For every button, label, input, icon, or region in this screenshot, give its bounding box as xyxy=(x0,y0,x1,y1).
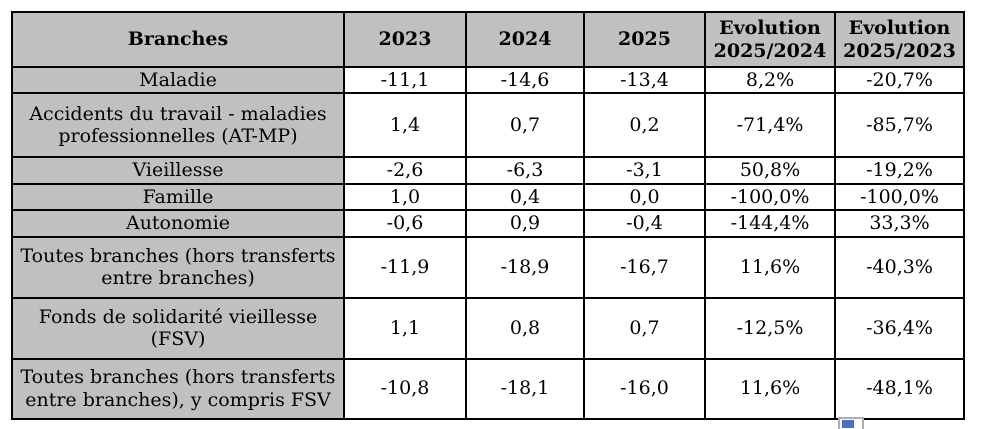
value-2025-cell: -0,4 xyxy=(583,209,706,238)
table-row-fsv: Fonds de solidarité vieillesse (FSV) 1,1… xyxy=(11,296,965,360)
table-row-toutes-branches-fsv: Toutes branches (hors transferts entre b… xyxy=(11,357,965,420)
evolution-2025-2023-cell: -85,7% xyxy=(834,92,965,159)
branch-cell: Vieillesse xyxy=(11,156,345,185)
value-2024-cell: -14,6 xyxy=(465,65,585,95)
branch-cell: Autonomie xyxy=(11,209,345,238)
branch-cell: Fonds de solidarité vieillesse (FSV) xyxy=(11,296,345,360)
evolution-2025-2023-cell: -20,7% xyxy=(834,65,965,95)
image-placeholder-blue-chip xyxy=(842,420,854,428)
col-header-evolution-2025-2023: Evolution 2025/2023 xyxy=(834,11,965,68)
col-header-evolution-2025-2024: Evolution 2025/2024 xyxy=(704,11,836,68)
value-2024-cell: -18,1 xyxy=(465,357,585,420)
value-2025-cell: -16,7 xyxy=(583,235,706,299)
branch-cell: Famille xyxy=(11,182,345,212)
value-2025-cell: -13,4 xyxy=(583,65,706,95)
evolution-2025-2024-line1: Evolution xyxy=(719,17,821,40)
table-row-toutes-branches: Toutes branches (hors transferts entre b… xyxy=(11,235,965,299)
value-2023-cell: -0,6 xyxy=(343,209,467,238)
evolution-2025-2023-line2: 2025/2023 xyxy=(843,39,956,62)
value-2024-cell: -6,3 xyxy=(465,156,585,185)
branch-cell: Toutes branches (hors transferts entre b… xyxy=(11,235,345,299)
deficit-table: Branches 2023 2024 2025 Evolution 2025/2… xyxy=(11,11,965,420)
value-2023-cell: 1,0 xyxy=(343,182,467,212)
table-row-at-mp: Accidents du travail - maladies professi… xyxy=(11,92,965,159)
evolution-2025-2024-cell: 11,6% xyxy=(704,235,836,299)
evolution-2025-2023-cell: -40,3% xyxy=(834,235,965,299)
evolution-2025-2024-cell: -144,4% xyxy=(704,209,836,238)
table-row-autonomie: Autonomie -0,6 0,9 -0,4 -144,4% 33,3% xyxy=(11,209,965,238)
branch-cell: Maladie xyxy=(11,65,345,95)
evolution-2025-2024-cell: 11,6% xyxy=(704,357,836,420)
evolution-2025-2023-cell: -48,1% xyxy=(834,357,965,420)
value-2023-cell: -10,8 xyxy=(343,357,467,420)
evolution-2025-2024-cell: 8,2% xyxy=(704,65,836,95)
value-2024-cell: 0,4 xyxy=(465,182,585,212)
value-2023-cell: 1,4 xyxy=(343,92,467,159)
evolution-2025-2024-cell: 50,8% xyxy=(704,156,836,185)
table-row-maladie: Maladie -11,1 -14,6 -13,4 8,2% -20,7% xyxy=(11,65,965,95)
evolution-2025-2024-cell: -12,5% xyxy=(704,296,836,360)
value-2023-cell: -11,1 xyxy=(343,65,467,95)
value-2023-cell: 1,1 xyxy=(343,296,467,360)
evolution-2025-2023-line1: Evolution xyxy=(848,17,951,40)
evolution-2025-2023-cell: -19,2% xyxy=(834,156,965,185)
value-2025-cell: -16,0 xyxy=(583,357,706,420)
col-header-2023: 2023 xyxy=(343,11,467,68)
evolution-2025-2023-cell: -100,0% xyxy=(834,182,965,212)
table-header-row: Branches 2023 2024 2025 Evolution 2025/2… xyxy=(11,11,965,68)
col-header-branches: Branches xyxy=(11,11,345,68)
col-header-2024: 2024 xyxy=(465,11,585,68)
value-2025-cell: 0,0 xyxy=(583,182,706,212)
value-2023-cell: -2,6 xyxy=(343,156,467,185)
branch-cell: Accidents du travail - maladies professi… xyxy=(11,92,345,159)
branch-cell: Toutes branches (hors transferts entre b… xyxy=(11,357,345,420)
value-2024-cell: 0,7 xyxy=(465,92,585,159)
image-placeholder-icon[interactable] xyxy=(838,417,864,429)
evolution-2025-2023-cell: -36,4% xyxy=(834,296,965,360)
table-row-vieillesse: Vieillesse -2,6 -6,3 -3,1 50,8% -19,2% xyxy=(11,156,965,185)
value-2025-cell: -3,1 xyxy=(583,156,706,185)
evolution-2025-2024-cell: -71,4% xyxy=(704,92,836,159)
col-header-2025: 2025 xyxy=(583,11,706,68)
value-2025-cell: 0,2 xyxy=(583,92,706,159)
value-2024-cell: -18,9 xyxy=(465,235,585,299)
table-row-famille: Famille 1,0 0,4 0,0 -100,0% -100,0% xyxy=(11,182,965,212)
evolution-2025-2023-cell: 33,3% xyxy=(834,209,965,238)
value-2024-cell: 0,8 xyxy=(465,296,585,360)
value-2024-cell: 0,9 xyxy=(465,209,585,238)
evolution-2025-2024-cell: -100,0% xyxy=(704,182,836,212)
evolution-2025-2024-line2: 2025/2024 xyxy=(713,39,827,62)
value-2025-cell: 0,7 xyxy=(583,296,706,360)
value-2023-cell: -11,9 xyxy=(343,235,467,299)
